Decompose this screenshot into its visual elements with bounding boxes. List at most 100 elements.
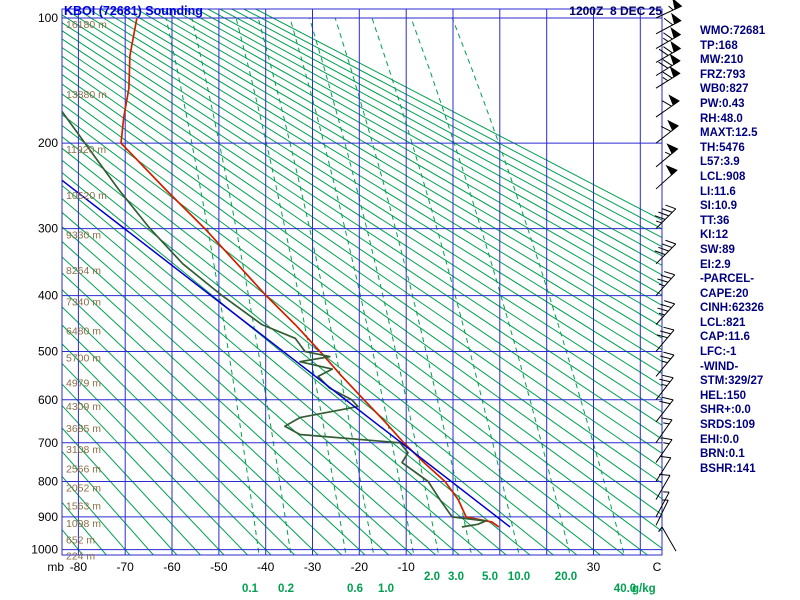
dry-adiabat-line (62, 240, 413, 555)
mixing-ratio-label: 0.6 (347, 583, 363, 595)
mixing-ratio-line (371, 17, 520, 553)
stat-line: RH:48.0 (700, 112, 743, 125)
wind-barb (655, 374, 674, 401)
dry-adiabat-line (62, 124, 625, 555)
wind-barb (655, 119, 679, 144)
height-label: 5700 m (66, 352, 101, 364)
barb-tick (665, 204, 676, 210)
barb-half-tick (658, 526, 663, 533)
pressure-axis-label: 600 (38, 393, 58, 407)
stat-line: L57:3.9 (700, 156, 740, 169)
temperature-trace (120, 17, 500, 528)
dry-adiabat-line (62, 198, 484, 555)
mixing-ratio-label: 40.0 (614, 583, 636, 595)
dry-adiabat-line (255, 9, 662, 221)
pressure-axis-label: 700 (38, 436, 58, 450)
dry-adiabat-line (171, 9, 662, 286)
stat-line: MAXT:12.5 (700, 127, 758, 140)
dry-adiabat-line (62, 73, 662, 500)
dry-adiabat-line (62, 103, 662, 549)
barb-tick (656, 334, 668, 339)
wind-barb (655, 271, 676, 296)
mixing-ratio-line (334, 17, 472, 553)
mixing-ratio-label: 3.0 (448, 571, 464, 583)
height-label: 13880 m (66, 89, 107, 101)
barb-tick (662, 396, 674, 401)
dry-adiabat-line (231, 9, 662, 239)
stat-line: TT:36 (700, 214, 730, 227)
dry-adiabat-line (62, 427, 178, 555)
barb-half-tick (655, 220, 662, 224)
barb-tick (663, 46, 673, 54)
dry-adiabat-line (62, 306, 319, 555)
dry-adiabat-line (62, 14, 662, 400)
wind-barb (655, 164, 678, 190)
dry-adiabat-line (62, 404, 201, 555)
dry-adiabat-line (62, 114, 648, 555)
height-label: 6480 m (66, 326, 101, 338)
barb-half-tick (662, 77, 669, 82)
barb-tick (662, 374, 674, 379)
wind-barb (654, 239, 677, 265)
barb-half-tick (663, 442, 670, 445)
mixing-ratio-line (451, 17, 625, 553)
barb-half-tick (661, 383, 668, 387)
barb-tick (661, 100, 672, 107)
barb-tick (657, 307, 669, 312)
pressure-axis-label: 100 (38, 11, 58, 25)
barb-tick (661, 243, 673, 249)
height-label: 16180 m (66, 19, 107, 31)
mixing-ratio-label: 2.0 (424, 571, 440, 583)
stat-line: CINH:62326 (700, 302, 764, 315)
barb-flag (666, 143, 679, 155)
wind-barb-layer (654, 0, 683, 552)
barb-tick (663, 326, 675, 331)
height-label: 7340 m (66, 297, 101, 309)
mixing-ratio-line (235, 17, 347, 553)
stat-line: EHI:0.0 (700, 433, 739, 446)
barb-tick (658, 211, 669, 217)
dry-adiabat-line (195, 9, 662, 266)
height-label: 4309 m (66, 401, 101, 413)
mixing-ratio-label: 5.0 (482, 571, 498, 583)
dry-adiabat-line (62, 383, 225, 555)
dry-adiabat-line (62, 324, 295, 555)
barb-tick (661, 208, 673, 213)
temp-unit-label: C (653, 560, 662, 574)
wind-barb (655, 94, 680, 118)
mixing-ratio-label: 0.2 (278, 583, 294, 595)
temp-tick-label: -70 (117, 560, 135, 574)
dry-adiabat-line (62, 46, 662, 455)
wind-barb (655, 491, 670, 518)
wind-barb (655, 66, 681, 89)
height-label: 2052 m (66, 482, 101, 494)
stat-line: KI:12 (700, 229, 729, 242)
dry-adiabat-line (62, 272, 366, 555)
dry-adiabat-line (100, 9, 662, 351)
mixing-ratio-label: 1.0 (378, 583, 394, 595)
dry-adiabat-line (207, 9, 662, 257)
mixing-ratio-line (309, 17, 439, 553)
wind-barb (655, 437, 673, 463)
wind-barb (655, 473, 671, 500)
height-label: 224 m (66, 551, 95, 563)
pressure-axis-label: 400 (38, 289, 58, 303)
barb-flag (665, 164, 678, 176)
barb-half-tick (664, 151, 671, 156)
dry-adiabat-line (62, 256, 390, 555)
stat-line: LCL:908 (700, 170, 746, 183)
stat-line: TP:168 (700, 39, 738, 52)
stat-line: SW:89 (700, 243, 735, 256)
barb-tick (663, 32, 673, 40)
barb-tick (661, 417, 673, 421)
mixing-ratio-label: 20.0 (555, 571, 577, 583)
barb-flag (667, 119, 679, 131)
mixing-ratio-label: 0.1 (242, 583, 259, 595)
dry-adiabat-line (62, 288, 342, 555)
barb-tick (662, 71, 673, 79)
pressure-axis-label: 900 (38, 510, 58, 524)
temp-tick-label: -10 (397, 560, 415, 574)
barb-flag (671, 12, 682, 25)
barb-flag (669, 66, 681, 78)
barb-tick (657, 278, 669, 283)
